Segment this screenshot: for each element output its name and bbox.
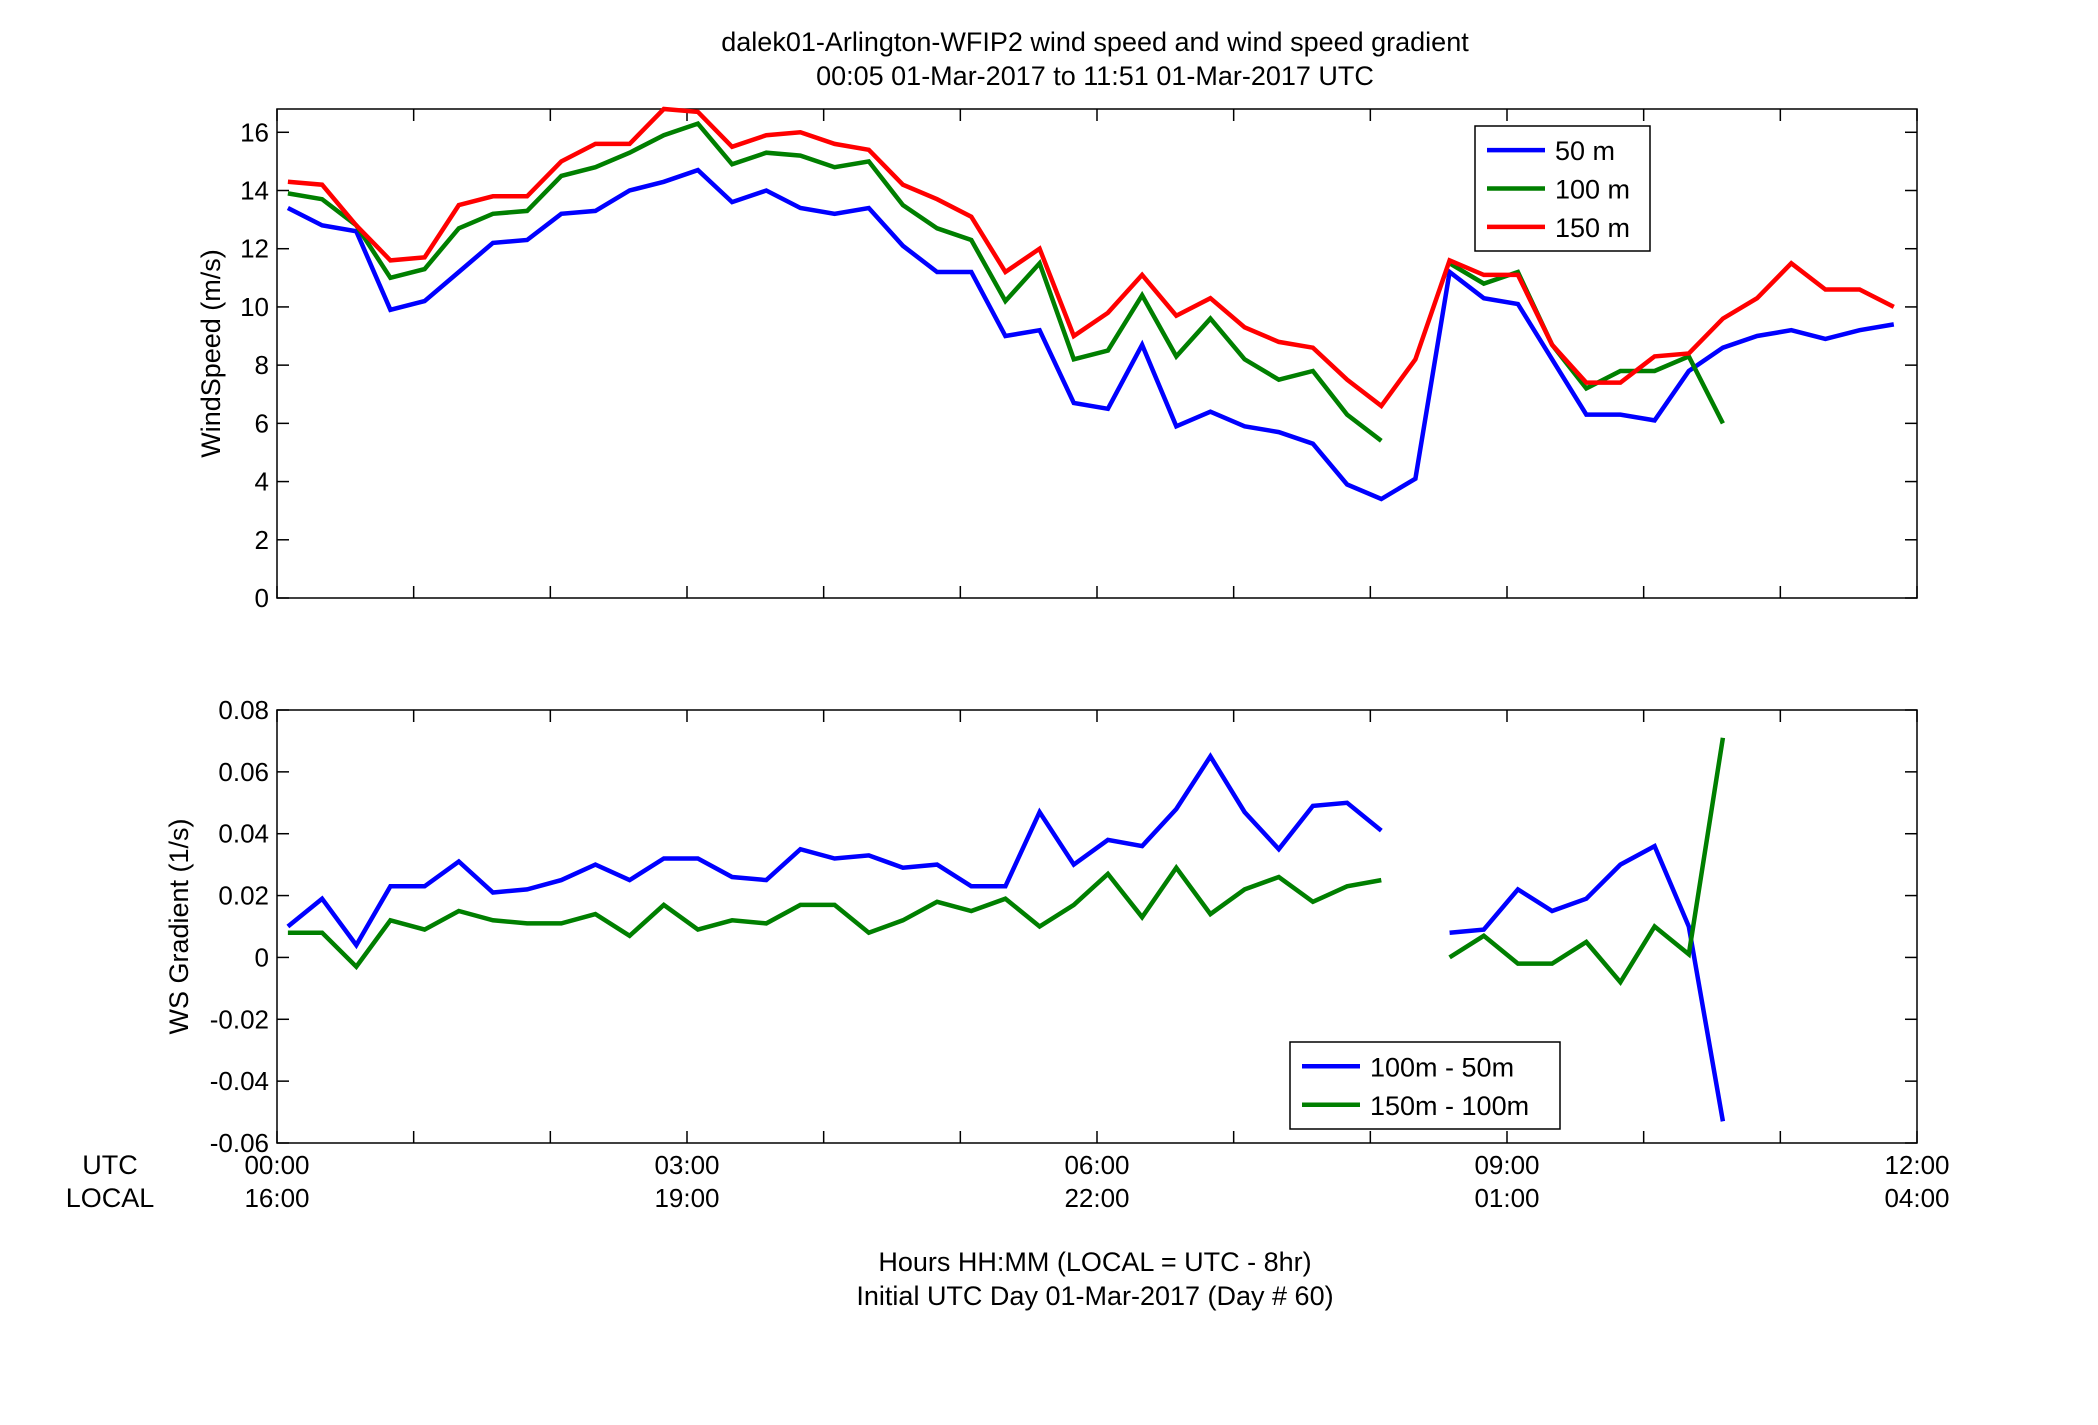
- x-tick-label-local: 01:00: [1474, 1183, 1539, 1213]
- legend: 50 m 100 m 150 m: [1474, 125, 1651, 252]
- y-tick-label: 16: [240, 117, 269, 147]
- x-axis-label-line2: Initial UTC Day 01-Mar-2017 (Day # 60): [856, 1281, 1333, 1311]
- y-tick-label: 0.08: [218, 695, 269, 725]
- shared-x-axis: UTC LOCAL Hours HH:MM (LOCAL = UTC - 8hr…: [66, 1150, 1950, 1311]
- plot-frame: [276, 709, 1918, 1144]
- y-tick-label: 0.06: [218, 757, 269, 787]
- legend-label: 150 m: [1555, 213, 1630, 243]
- series-line-50-m: [286, 167, 1895, 502]
- y-tick-label: 12: [240, 234, 269, 264]
- y-axis-label: WindSpeed (m/s): [196, 249, 226, 458]
- local-row-label: LOCAL: [66, 1183, 155, 1213]
- utc-row-label: UTC: [82, 1150, 138, 1180]
- x-tick-label-utc: 12:00: [1884, 1150, 1949, 1180]
- x-tick-label-local: 04:00: [1884, 1183, 1949, 1213]
- legend-label: 100m - 50m: [1370, 1052, 1514, 1082]
- y-tick-label: -0.06: [210, 1128, 269, 1158]
- legend-box: [1289, 1041, 1561, 1130]
- y-tick-label: 0.02: [218, 881, 269, 911]
- chart-title-line2: 00:05 01-Mar-2017 to 11:51 01-Mar-2017 U…: [816, 61, 1374, 91]
- x-tick-label-local: 19:00: [654, 1183, 719, 1213]
- x-tick-label-local: 16:00: [244, 1183, 309, 1213]
- x-tick-label-local: 22:00: [1064, 1183, 1129, 1213]
- series-line-100m-50m: [286, 752, 1726, 1122]
- legend-label: 150m - 100m: [1370, 1091, 1529, 1121]
- gradient-panel: -0.06 -0.04 -0.02 0 0.02 0.04 0.06 0.08 WS Gradi…: [164, 695, 1918, 1158]
- chart-title-line1: dalek01-Arlington-WFIP2 wind speed and w…: [721, 27, 1469, 57]
- legend-label: 100 m: [1555, 175, 1630, 205]
- y-tick-label: -0.04: [210, 1066, 269, 1096]
- x-axis-label-line1: Hours HH:MM (LOCAL = UTC - 8hr): [878, 1247, 1311, 1277]
- legend: 100m - 50m 150m - 100m: [1289, 1041, 1561, 1130]
- series-line-150-m: [287, 106, 1895, 410]
- y-tick-label: 4: [255, 467, 269, 497]
- series-line-150m-100m: [287, 737, 1726, 987]
- y-tick-label: 2: [255, 525, 269, 555]
- x-tick-label-utc: 09:00: [1474, 1150, 1539, 1180]
- windspeed-panel: 0 2 4 6 8 10 12 14 16 WindSpeed (m/s) 50 m 100 m 150…: [196, 106, 1918, 613]
- y-tick-label: 10: [240, 292, 269, 322]
- y-tick-label: 0.04: [218, 819, 269, 849]
- x-tick-label-utc: 00:00: [244, 1150, 309, 1180]
- series-line-100-m: [287, 120, 1725, 443]
- legend-label: 50 m: [1555, 136, 1615, 166]
- y-tick-label: 8: [255, 350, 269, 380]
- y-axis-label: WS Gradient (1/s): [164, 818, 194, 1034]
- y-tick-label: 0: [255, 583, 269, 613]
- y-tick-label: 14: [240, 176, 269, 206]
- y-tick-label: 6: [255, 408, 269, 438]
- y-tick-label: -0.02: [210, 1004, 269, 1034]
- x-tick-label-utc: 06:00: [1064, 1150, 1129, 1180]
- y-tick-label: 0: [255, 942, 269, 972]
- x-tick-label-utc: 03:00: [654, 1150, 719, 1180]
